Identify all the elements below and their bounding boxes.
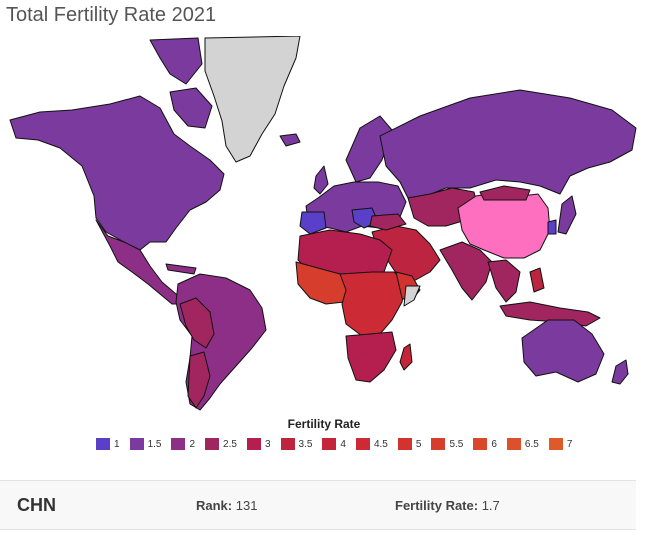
legend-label: 7 (566, 438, 573, 450)
legend-item: 5 (397, 438, 422, 450)
legend-item: 4.5 (355, 438, 388, 450)
region-southern-africa[interactable] (345, 331, 397, 383)
rank-value: 131 (235, 498, 258, 513)
region-australia[interactable] (521, 319, 605, 383)
legend-item: 6.5 (506, 438, 539, 450)
fertility-rate-readout: Fertility Rate: 1.7 (395, 498, 500, 513)
world-map[interactable] (0, 36, 648, 416)
legend-item: 3 (246, 438, 271, 450)
legend-swatch (246, 438, 261, 450)
region-central-africa[interactable] (339, 271, 407, 337)
region-philippines[interactable] (529, 267, 545, 293)
region-north-america[interactable] (9, 95, 225, 251)
region-somalia[interactable] (403, 285, 421, 307)
legend-swatch (548, 438, 563, 450)
region-korea[interactable] (547, 219, 557, 235)
legend-label: 4 (340, 438, 346, 450)
region-iceland[interactable] (279, 133, 301, 147)
legend-label: 1.5 (147, 438, 162, 450)
legend-item: 1.5 (129, 438, 162, 450)
legend-label: 6.5 (524, 438, 539, 450)
region-southeast-asia[interactable] (487, 259, 521, 303)
legend-label: 5 (415, 438, 422, 450)
legend-label: 2 (189, 438, 196, 450)
legend-swatch (397, 438, 412, 450)
legend-swatch (280, 438, 295, 450)
legend-label: 1 (114, 438, 120, 450)
legend: 1 1.5 2 2.5 3 3.5 4 4.5 5 5.5 6 6.5 7 (96, 436, 582, 452)
legend-label: 4.5 (373, 438, 388, 450)
fertility-rate-value: 1.7 (481, 498, 500, 513)
legend-item: 2 (171, 438, 195, 450)
legend-item: 2.5 (205, 438, 237, 450)
country-code: CHN (17, 495, 56, 515)
region-peru-bolivia[interactable] (179, 297, 215, 349)
fertility-rate-label: Fertility Rate: (395, 498, 479, 513)
legend-swatch (96, 438, 110, 450)
rank-label: Rank: (196, 498, 233, 513)
legend-swatch (506, 438, 521, 450)
rank-readout: Rank: 131 (196, 498, 257, 513)
legend-item: 1 (96, 438, 120, 450)
region-baffin-island[interactable] (169, 87, 213, 129)
legend-label: 3.5 (298, 438, 313, 450)
legend-swatch (205, 438, 220, 450)
legend-swatch (129, 438, 144, 450)
legend-item: 5.5 (431, 438, 463, 450)
region-indonesia[interactable] (499, 301, 601, 327)
region-turkey[interactable] (369, 213, 407, 231)
legend-swatch (473, 438, 488, 450)
region-uk[interactable] (313, 165, 329, 195)
legend-item: 6 (473, 438, 497, 450)
legend-swatch (355, 438, 370, 450)
legend-label: 5.5 (449, 438, 464, 450)
region-japan[interactable] (557, 195, 577, 235)
legend-item: 7 (548, 438, 573, 450)
region-new-zealand[interactable] (611, 359, 629, 385)
region-russia[interactable] (379, 89, 637, 199)
legend-swatch (431, 438, 446, 450)
region-canada-islands[interactable] (149, 37, 203, 85)
region-greenland[interactable] (204, 36, 301, 163)
legend-swatch (322, 438, 337, 450)
legend-label: 2.5 (223, 438, 237, 450)
legend-label: 6 (491, 438, 497, 450)
legend-swatch (171, 438, 186, 450)
legend-item: 4 (322, 438, 346, 450)
selected-country-panel: CHN Rank: 131 Fertility Rate: 1.7 (0, 480, 636, 530)
region-caribbean[interactable] (165, 263, 197, 275)
region-mongolia[interactable] (479, 185, 531, 201)
region-argentina-chile[interactable] (187, 351, 211, 409)
region-madagascar[interactable] (399, 343, 413, 371)
legend-item: 3.5 (280, 438, 313, 450)
legend-title: Fertility Rate (287, 417, 361, 431)
chart-title: Total Fertility Rate 2021 (6, 4, 217, 26)
region-south-asia[interactable] (439, 241, 493, 301)
region-iberia[interactable] (299, 211, 327, 235)
legend-label: 3 (264, 438, 271, 450)
